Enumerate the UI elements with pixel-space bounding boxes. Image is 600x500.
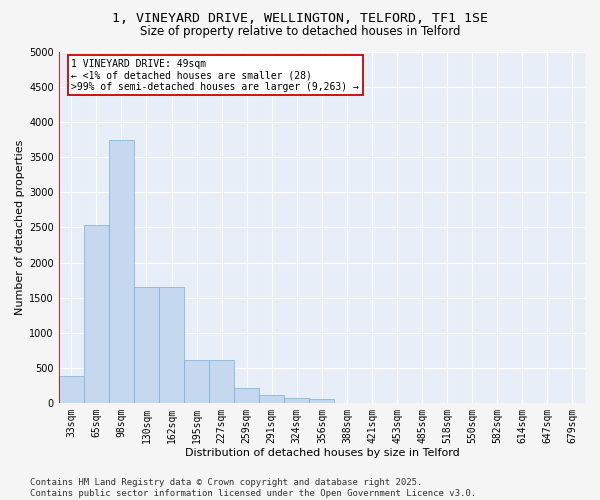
- Text: 1 VINEYARD DRIVE: 49sqm
← <1% of detached houses are smaller (28)
>99% of semi-d: 1 VINEYARD DRIVE: 49sqm ← <1% of detache…: [71, 58, 359, 92]
- Text: Size of property relative to detached houses in Telford: Size of property relative to detached ho…: [140, 25, 460, 38]
- Bar: [209, 360, 234, 403]
- Bar: [134, 287, 159, 403]
- Bar: [184, 360, 209, 403]
- Text: 1, VINEYARD DRIVE, WELLINGTON, TELFORD, TF1 1SE: 1, VINEYARD DRIVE, WELLINGTON, TELFORD, …: [112, 12, 488, 26]
- Bar: [59, 376, 84, 403]
- Bar: [109, 140, 134, 403]
- X-axis label: Distribution of detached houses by size in Telford: Distribution of detached houses by size …: [185, 448, 459, 458]
- Text: Contains HM Land Registry data © Crown copyright and database right 2025.
Contai: Contains HM Land Registry data © Crown c…: [30, 478, 476, 498]
- Bar: [259, 396, 284, 403]
- Bar: [284, 398, 310, 403]
- Bar: [84, 226, 109, 403]
- Bar: [234, 388, 259, 403]
- Bar: [159, 287, 184, 403]
- Y-axis label: Number of detached properties: Number of detached properties: [15, 140, 25, 315]
- Bar: [310, 400, 334, 403]
